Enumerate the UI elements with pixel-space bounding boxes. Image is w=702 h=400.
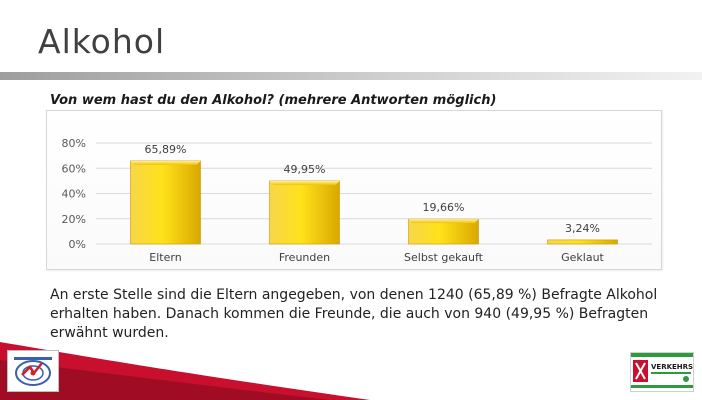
bar-body xyxy=(408,218,479,245)
bar-chart: 0% 20% 40% 60% 80% 65,89% 49,95% 19,66% 3,24% E… xyxy=(62,137,652,264)
bar-body xyxy=(130,160,201,245)
data-labels: 65,89% 49,95% 19,66% 3,24% xyxy=(145,143,600,235)
verkehrswacht-logo: VERKEHRS WACHT xyxy=(630,352,702,392)
title-divider xyxy=(0,72,702,80)
slide-title: Alkohol xyxy=(38,22,166,61)
bar-freunden xyxy=(269,180,340,245)
bar-body xyxy=(547,239,618,245)
data-label: 3,24% xyxy=(565,222,600,235)
verkehrswacht-logo-icon: VERKEHRS WACHT xyxy=(631,353,702,388)
x-axis-ticks: Eltern Freunden Selbst gekauft Geklaut xyxy=(149,251,604,264)
y-tick-label: 20% xyxy=(62,213,86,226)
organization-logo-icon xyxy=(14,357,52,386)
x-tick-label: Freunden xyxy=(279,251,330,264)
x-tick-label: Geklaut xyxy=(561,251,604,264)
bars xyxy=(130,160,618,245)
y-tick-label: 80% xyxy=(62,137,86,150)
bar-geklaut xyxy=(547,239,618,245)
bar-body xyxy=(269,180,340,245)
red-swoosh-decoration xyxy=(0,342,370,400)
bar-selbst-gekauft xyxy=(408,218,479,245)
bar-top-bevel xyxy=(269,180,340,185)
bar-top-bevel xyxy=(408,219,479,224)
x-tick-label: Eltern xyxy=(149,251,181,264)
x-tick-label: Selbst gekauft xyxy=(404,251,484,264)
data-label: 19,66% xyxy=(423,201,465,214)
y-tick-label: 40% xyxy=(62,188,86,201)
chart-title: Von wem hast du den Alkohol? (mehrere An… xyxy=(50,93,497,108)
data-label: 49,95% xyxy=(284,163,326,176)
bar-top-bevel xyxy=(130,160,201,165)
data-label: 65,89% xyxy=(145,143,187,156)
logo-text-verkehrs: VERKEHRS WACHT xyxy=(651,363,693,371)
y-axis-ticks: 0% 20% 40% 60% 80% xyxy=(62,137,86,251)
bar-eltern xyxy=(130,160,201,245)
y-tick-label: 0% xyxy=(69,238,86,251)
organization-logo xyxy=(7,350,59,392)
body-paragraph: An erste Stelle sind die Eltern angegebe… xyxy=(50,287,658,341)
y-tick-label: 60% xyxy=(62,162,86,175)
